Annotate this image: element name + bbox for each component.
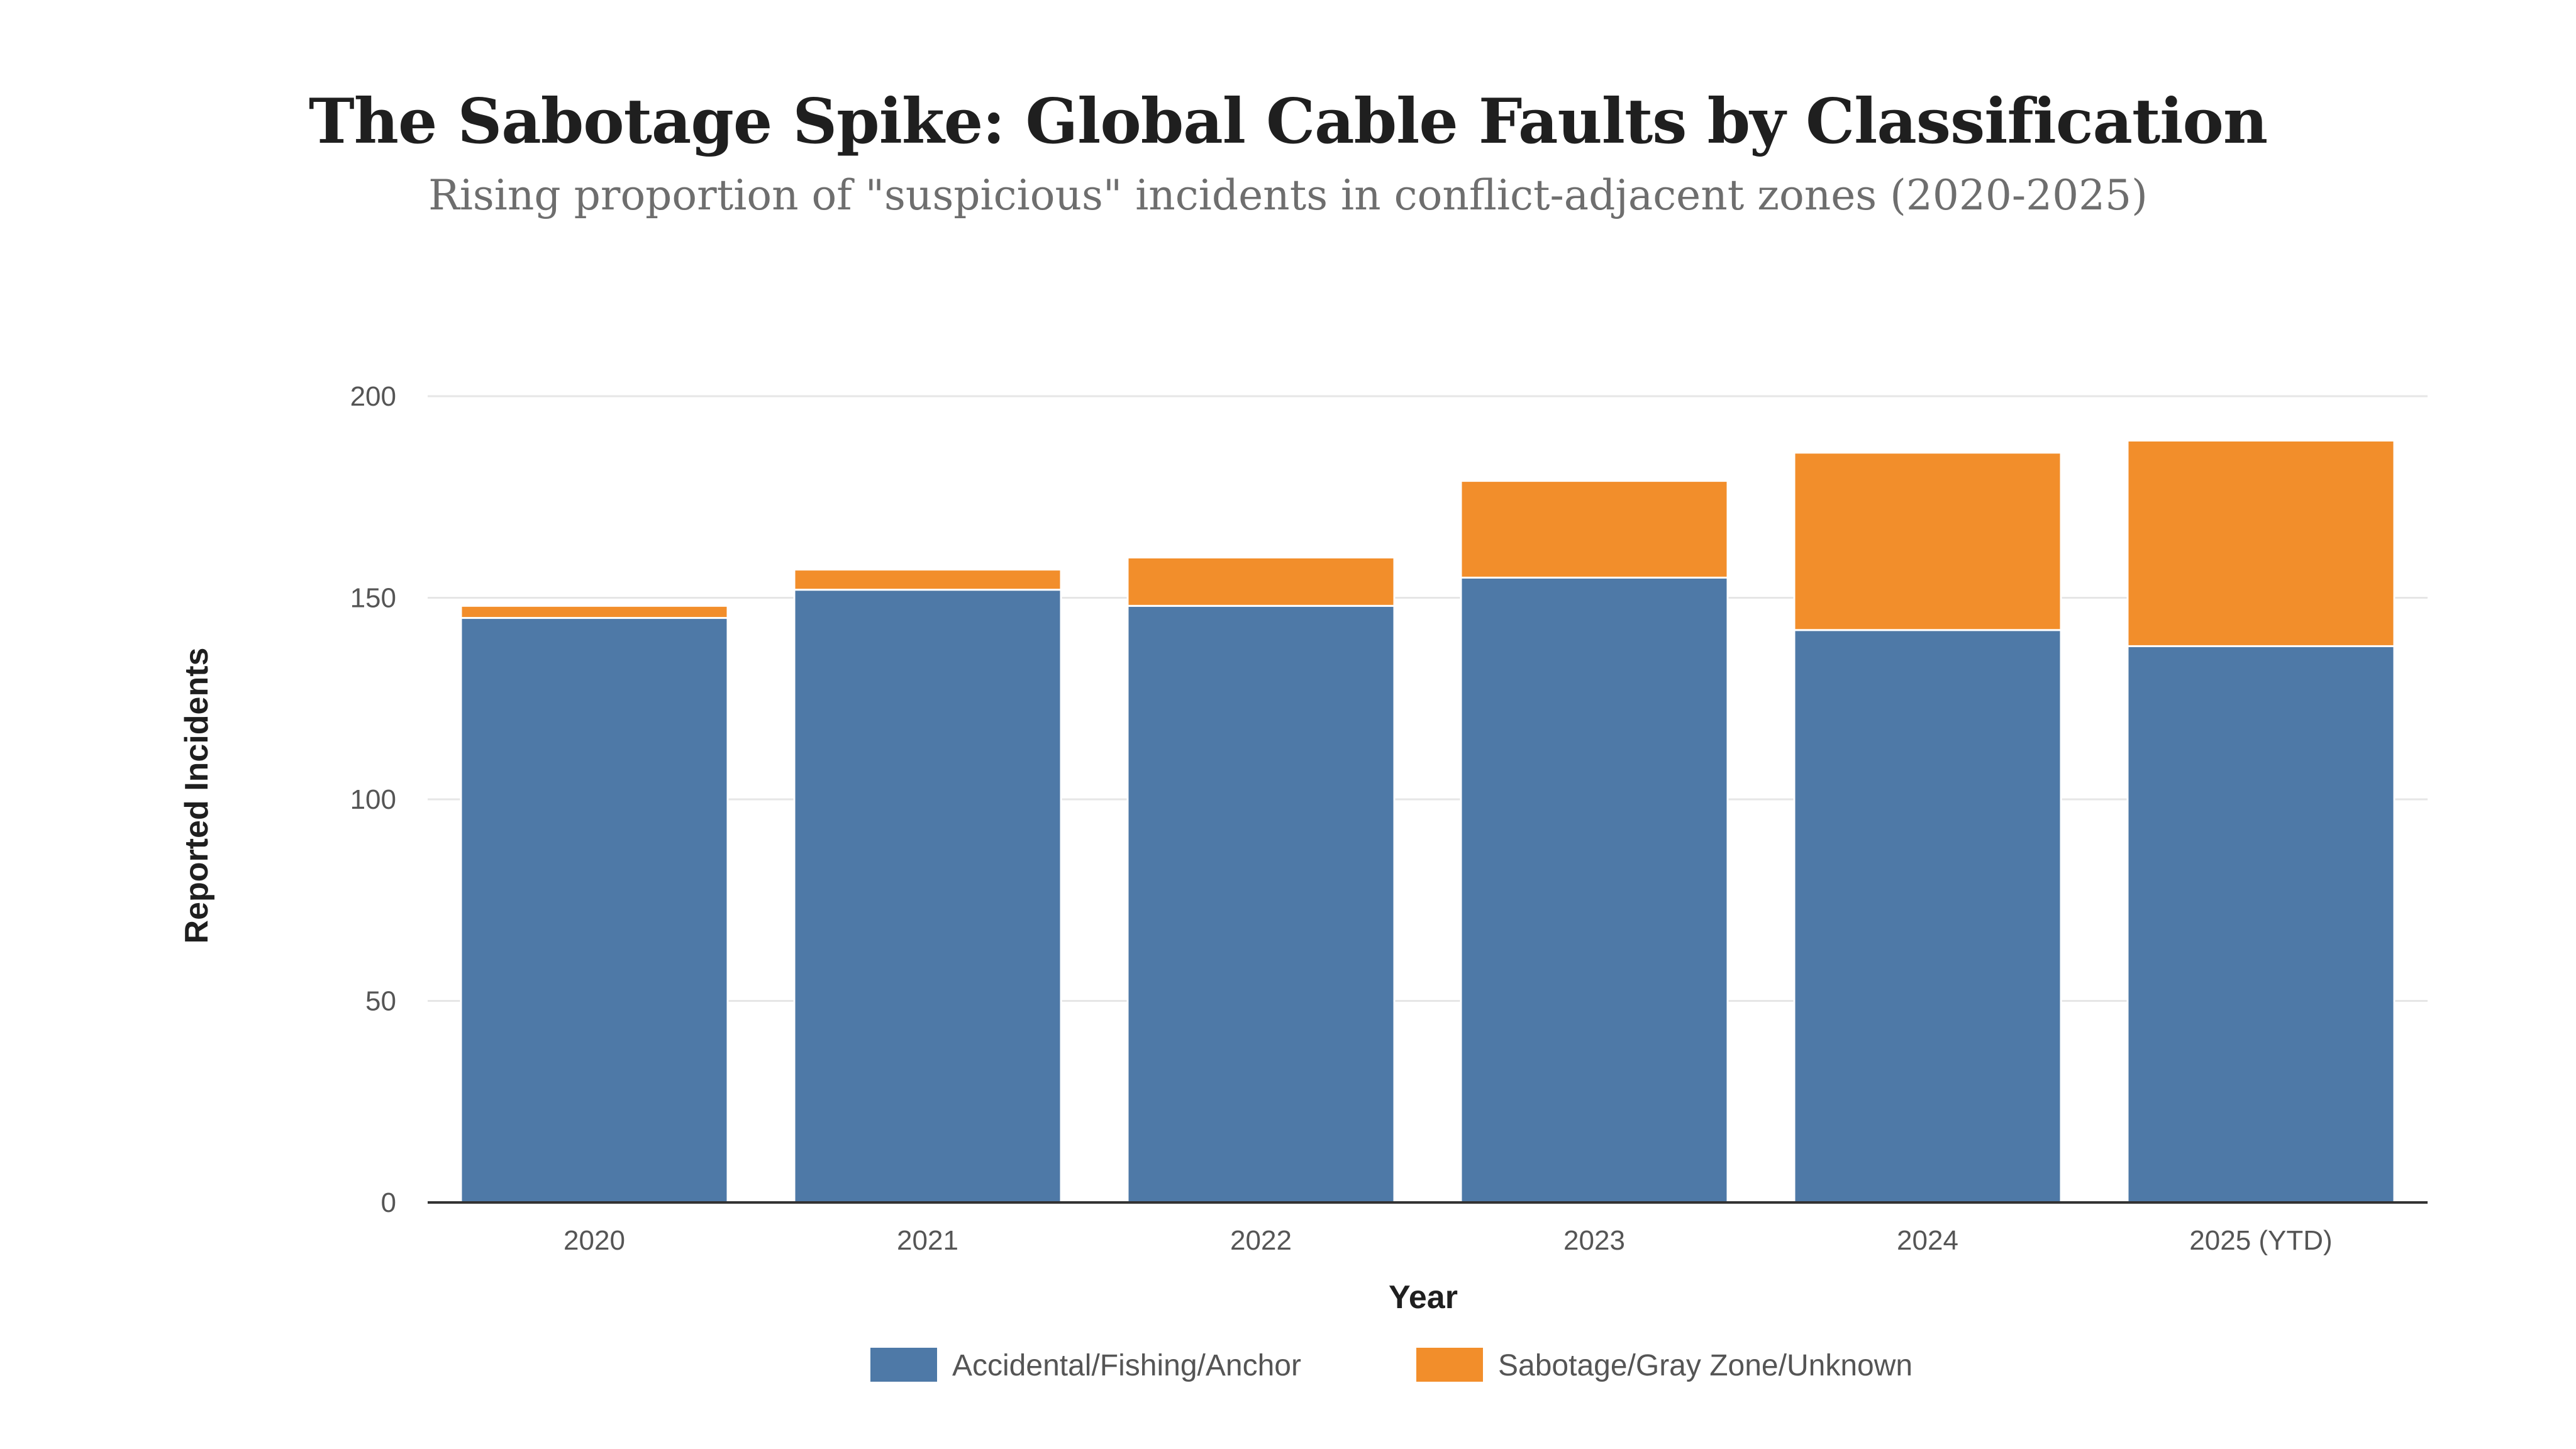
- legend-swatch-sabotage[interactable]: [1416, 1348, 1483, 1382]
- y-tick-label: 50: [365, 986, 396, 1017]
- legend: Accidental/Fishing/Anchor Sabotage/Gray Z…: [870, 1348, 1913, 1382]
- bars: [460, 440, 2396, 1204]
- bar-sabotage-2[interactable]: [1126, 556, 1396, 607]
- legend-label-sabotage[interactable]: Sabotage/Gray Zone/Unknown: [1498, 1349, 1913, 1382]
- y-tick-label: 200: [350, 381, 396, 412]
- x-tick-label: 2022: [1230, 1225, 1292, 1256]
- x-tick-label: 2020: [564, 1225, 625, 1256]
- bar-accidental-3[interactable]: [1460, 576, 1729, 1204]
- chart-subtitle: Rising proportion of "suspicious" incide…: [428, 171, 2148, 219]
- gridlines: [428, 395, 2428, 1002]
- y-tick-label: 0: [381, 1187, 396, 1218]
- y-tick-label: 150: [350, 583, 396, 614]
- bar-accidental-0[interactable]: [460, 617, 729, 1204]
- x-tick-label: 2025 (YTD): [2189, 1225, 2332, 1256]
- x-tick-label: 2024: [1897, 1225, 1958, 1256]
- bar-accidental-1[interactable]: [793, 589, 1062, 1204]
- bar-accidental-5[interactable]: [2126, 645, 2396, 1204]
- axes: 0 50 100 150 200 2020 2021 2022 2023 2024 2025 (YT…: [350, 381, 2428, 1256]
- chart-title: The Sabotage Spike: Global Cable Faults …: [308, 86, 2268, 158]
- legend-label-accidental[interactable]: Accidental/Fishing/Anchor: [952, 1349, 1301, 1382]
- bar-sabotage-5[interactable]: [2126, 440, 2396, 647]
- y-tick-label: 100: [350, 784, 396, 815]
- bar-sabotage-4[interactable]: [1793, 452, 2062, 631]
- y-axis-title: Reported Incidents: [179, 648, 215, 944]
- bar-sabotage-3[interactable]: [1460, 480, 1729, 579]
- bar-sabotage-1[interactable]: [793, 569, 1062, 591]
- bar-accidental-2[interactable]: [1126, 604, 1396, 1204]
- bar-sabotage-0[interactable]: [460, 604, 729, 619]
- x-tick-label: 2021: [897, 1225, 958, 1256]
- x-axis-title: Year: [1389, 1279, 1458, 1316]
- bar-accidental-4[interactable]: [1793, 629, 2062, 1204]
- legend-swatch-accidental[interactable]: [870, 1348, 937, 1382]
- x-tick-label: 2023: [1563, 1225, 1625, 1256]
